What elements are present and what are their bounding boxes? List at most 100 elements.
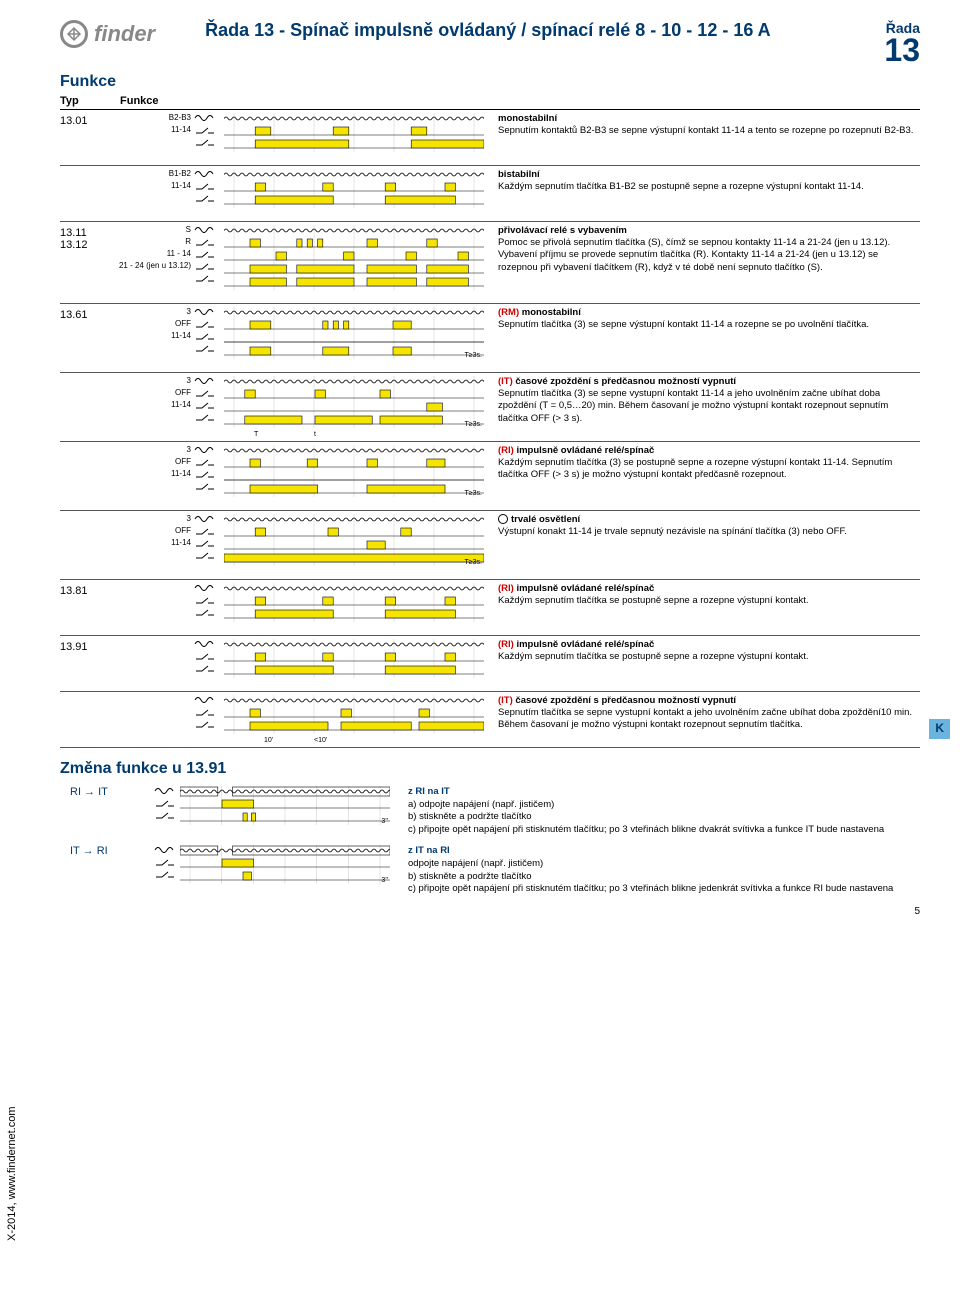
typ-cell: 13.91 [60, 639, 120, 653]
timing-diagram [220, 113, 490, 162]
svg-text:T≥3s.: T≥3s. [465, 490, 483, 497]
change-row: IT → RI 3''z IT na RIodpojte napájení (na… [60, 841, 920, 900]
signal-labels: B2-B3 11-14 [120, 113, 220, 147]
series-number: 13 [884, 36, 920, 65]
typ-cell [60, 695, 120, 697]
typ-cell: 13.61 [60, 307, 120, 321]
change-description: z IT na RIodpojte napájení (např. jistič… [400, 845, 920, 896]
signal-label [191, 550, 216, 560]
signal-label: 3 [187, 514, 216, 524]
signal-label: OFF [175, 388, 216, 398]
signal-label: 11-14 [171, 538, 216, 548]
svg-text:T: T [254, 431, 259, 438]
tag-badge: K [929, 719, 950, 739]
signal-label: 3 [187, 376, 216, 386]
svg-text:T≥3s.: T≥3s. [465, 559, 483, 566]
footer-left: X-2014, www.findernet.com [6, 1106, 18, 1241]
signal-label: 11-14 [171, 400, 216, 410]
logo-text: finder [94, 21, 155, 47]
signal-label [191, 607, 216, 617]
svg-text:3'': 3'' [381, 818, 388, 825]
signal-label [191, 663, 216, 673]
signal-labels: 3 OFF 11-14 [120, 307, 220, 353]
description: (IT) časové zpoždění s předčasnou možnos… [490, 376, 920, 425]
typ-cell: 13.1113.12 [60, 225, 120, 251]
change-diagram: 3'' [180, 845, 400, 894]
function-row: B1-B211-14bistabilníKaždým sepnutím tlač… [60, 166, 920, 222]
description: (RI) impulsně ovládané relé/spínačKaždým… [490, 445, 920, 482]
signal-label [191, 639, 216, 649]
signal-labels [120, 695, 220, 729]
signal-label: 21 - 24 (jen u 13.12) [119, 261, 216, 271]
change-diagram: 3'' [180, 786, 400, 835]
description: (RI) impulsně ovládané relé/spínačKaždým… [490, 639, 920, 664]
timing-diagram: T≥3s. [220, 307, 490, 369]
page-header: finder Řada 13 - Spínač impulsně ovládan… [60, 20, 920, 65]
signal-labels: 3 OFF 11-14 [120, 376, 220, 422]
signal-label: OFF [175, 457, 216, 467]
typ-cell [60, 514, 120, 516]
timing-diagram: T≥3s. [220, 445, 490, 507]
typ-cell: 13.81 [60, 583, 120, 597]
change-row: RI → IT 3'' z RI na ITa) odpojte napájení … [60, 782, 920, 841]
description: (RM) monostabilníSepnutím tlačítka (3) s… [490, 307, 920, 332]
signal-labels: B1-B211-14 [120, 169, 220, 203]
timing-diagram [220, 639, 490, 688]
timing-diagram [220, 583, 490, 632]
series-badge: Řada 13 [884, 20, 920, 65]
signal-label: 3 [187, 445, 216, 455]
svg-text:10': 10' [264, 737, 273, 744]
timing-diagram [220, 169, 490, 218]
signal-labels: 3OFF11-14 [120, 514, 220, 560]
signal-label [191, 651, 216, 661]
signal-label [191, 481, 216, 491]
table-header: Typ Funkce [60, 95, 920, 110]
change-label: RI → IT [60, 786, 140, 798]
change-signals [140, 845, 180, 879]
change-label: IT → RI [60, 845, 140, 857]
svg-text:<10': <10' [314, 737, 327, 744]
signal-label [191, 412, 216, 422]
signal-label [191, 137, 216, 147]
signal-label: 11-14 [171, 181, 216, 191]
typ-cell: 13.01 [60, 113, 120, 127]
change-title: Změna funkce u 13.91 [60, 760, 920, 778]
svg-text:T≥3s.: T≥3s. [465, 352, 483, 359]
description: trvalé osvětleníVýstupní konakt 11-14 je… [490, 514, 920, 539]
signal-label: 11-14 [171, 331, 216, 341]
svg-text:T≥3s.: T≥3s. [465, 421, 483, 428]
change-signals [140, 786, 180, 820]
signal-label: B2-B3 [169, 113, 216, 123]
typ-cell [60, 376, 120, 378]
page-title: Řada 13 - Spínač impulsně ovládaný / spí… [205, 20, 884, 41]
signal-label: 11-14 [171, 125, 216, 135]
signal-label: 11-14 [171, 469, 216, 479]
page-number: 5 [60, 906, 920, 917]
signal-labels: SR11 - 1421 - 24 (jen u 13.12) [120, 225, 220, 283]
signal-label [191, 273, 216, 283]
function-row: 13.1113.12SR11 - 1421 - 24 (jen u 13.12)… [60, 222, 920, 304]
description: (IT) časové zpoždění s předčasnou možnos… [490, 695, 920, 739]
signal-label [191, 719, 216, 729]
signal-labels [120, 583, 220, 617]
section-title: Funkce [60, 73, 920, 91]
signal-label: S [186, 225, 216, 235]
signal-label: 11 - 14 [167, 249, 216, 259]
description: přivolávací relé s vybavenímPomoc se při… [490, 225, 920, 274]
function-row: 13.01B2-B311-14monostabilníSepnutím kont… [60, 110, 920, 166]
signal-labels [120, 639, 220, 673]
typ-cell [60, 445, 120, 447]
signal-label [191, 595, 216, 605]
change-description: z RI na ITa) odpojte napájení (např. jis… [400, 786, 920, 837]
signal-label: OFF [175, 319, 216, 329]
function-row: 13.91 (RI) impulsně ovládané relé/spínačK… [60, 636, 920, 692]
signal-label [191, 707, 216, 717]
function-row: 13.81 (RI) impulsně ovládané relé/spínačK… [60, 580, 920, 636]
logo: finder [60, 20, 155, 48]
description: (RI) impulsně ovládané relé/spínačKaždým… [490, 583, 920, 608]
signal-label [191, 193, 216, 203]
function-row: 3 OFF 11-14 T≥3s. (RI) impulsně ovládané rel… [60, 442, 920, 511]
signal-label [191, 343, 216, 353]
signal-label: 3 [187, 307, 216, 317]
col-funkce: Funkce [120, 95, 200, 107]
